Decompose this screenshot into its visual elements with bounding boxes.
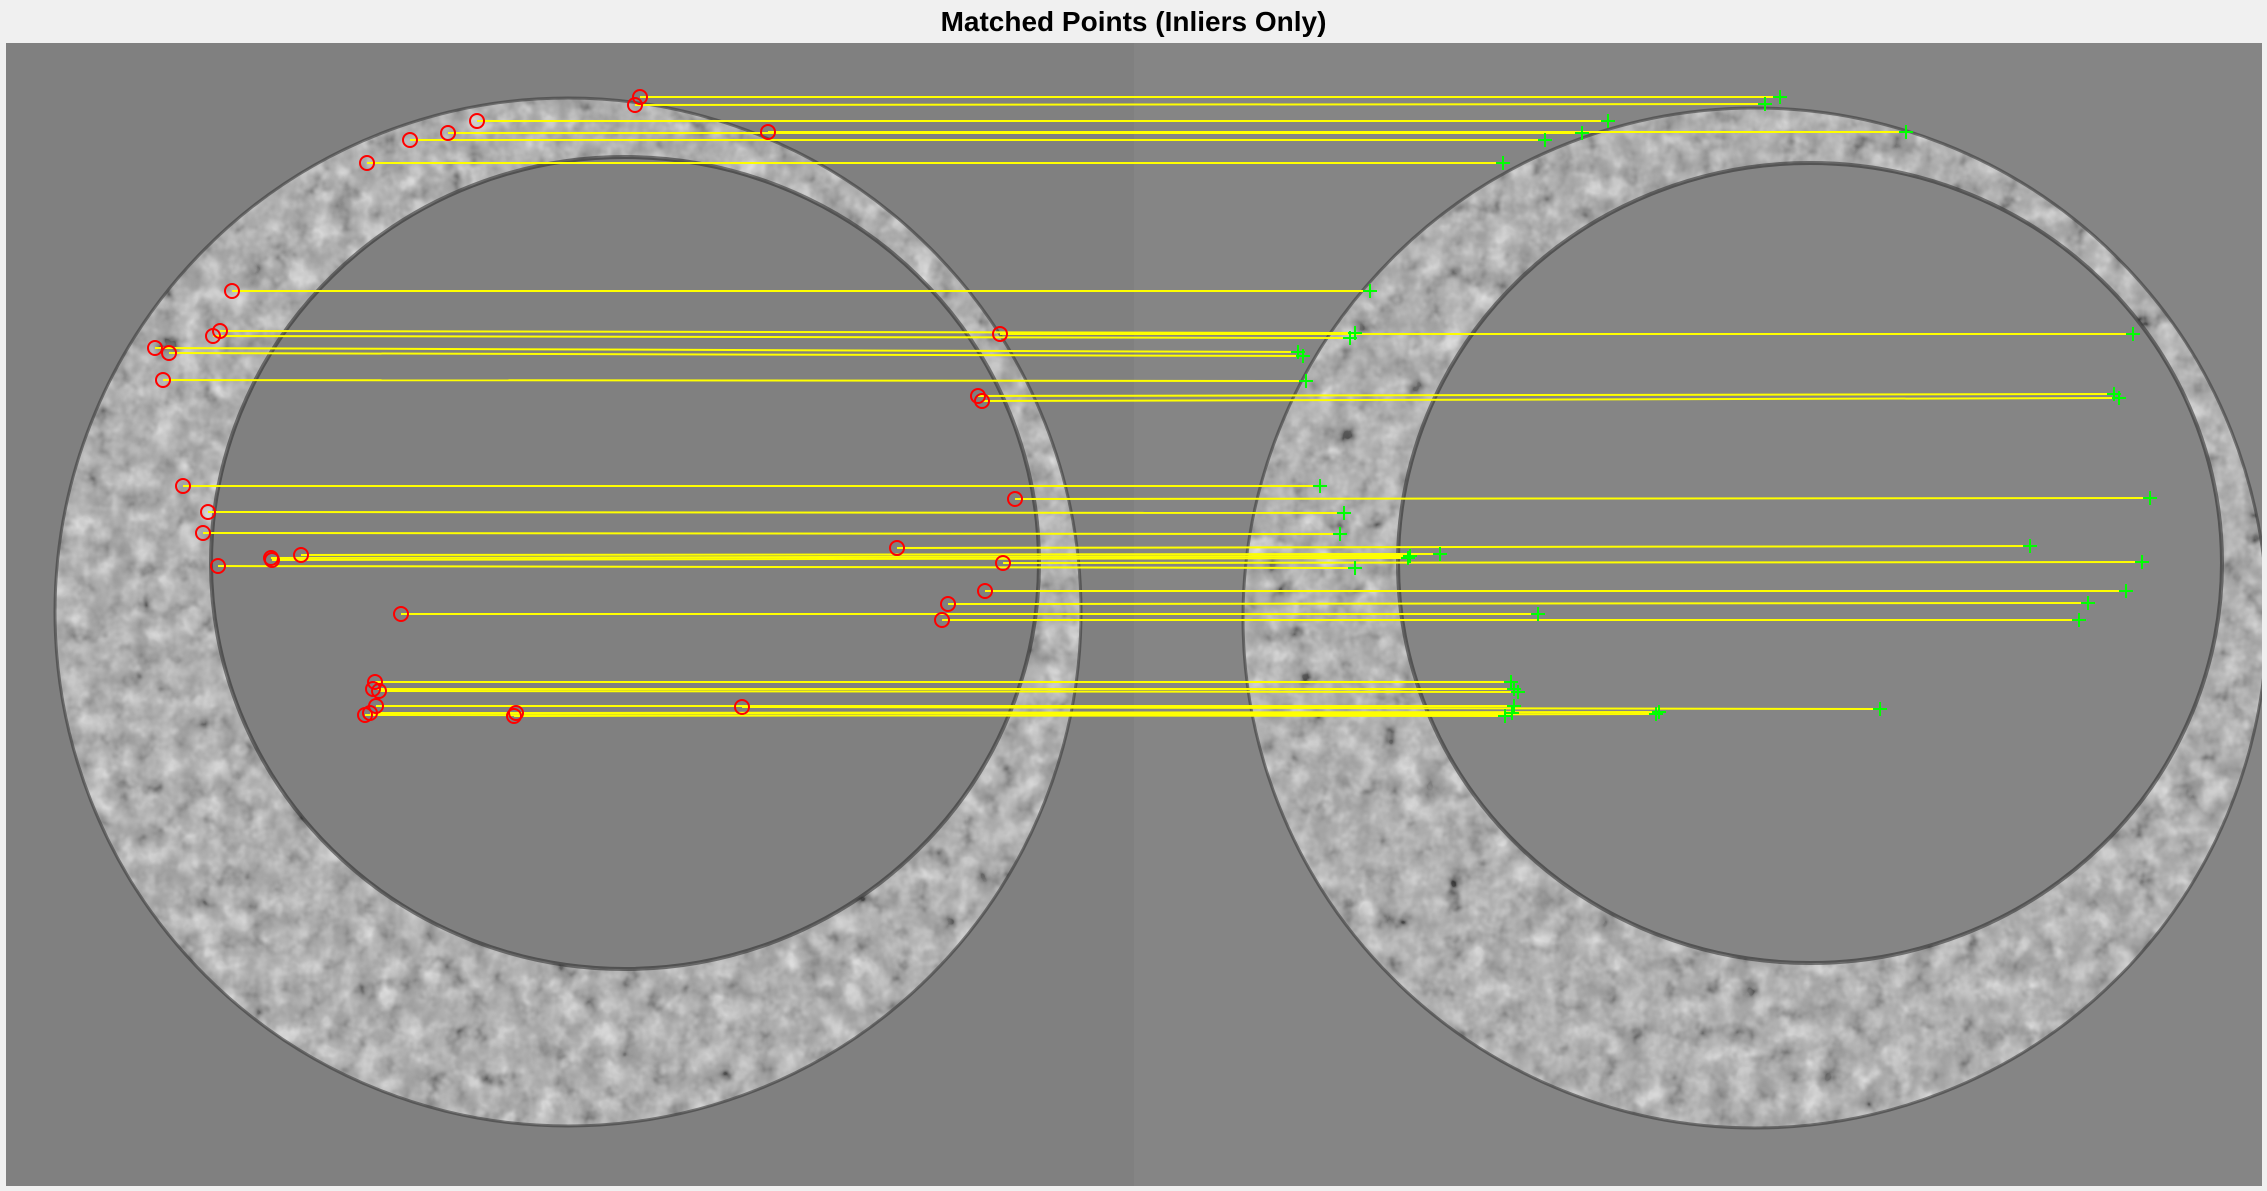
green-plus-marker [1296,349,1310,363]
match-line [212,335,1351,339]
red-circle-marker [1007,491,1023,507]
green-plus-marker [1899,125,1913,139]
green-plus-marker [1873,702,1887,716]
red-circle-marker [995,555,1011,571]
red-circle-marker [161,345,177,361]
green-plus-marker [1363,284,1377,298]
right-ring-outer-edge [1241,106,2262,1130]
match-line [219,330,1356,334]
match-line [300,553,1441,556]
match-line [896,545,2031,549]
green-plus-marker [2023,539,2037,553]
red-circle-marker [508,705,524,721]
green-plus-marker [2135,555,2149,569]
match-line [378,690,1519,693]
red-circle-marker [293,547,309,563]
red-circle-marker [992,326,1008,342]
green-plus-marker [2112,391,2126,405]
red-circle-marker [367,674,383,690]
red-circle-marker [210,558,226,574]
red-circle-marker [200,504,216,520]
green-plus-marker [1299,374,1313,388]
green-plus-marker [1652,705,1666,719]
match-line [634,103,1766,106]
green-plus-marker [1773,90,1787,104]
red-circle-marker [760,124,776,140]
match-line [217,565,1356,569]
match-lines [154,96,2151,717]
red-circle-marker [734,699,750,715]
red-circle-marker [264,552,280,568]
red-circle-marker [970,388,986,404]
green-plus-marker [1538,133,1552,147]
green-plus-marker [2072,613,2086,627]
red-circle-marker [393,606,409,622]
left-ring-outer-edge [53,96,1083,1128]
red-circle-marker [155,372,171,388]
green-plus-marker [2143,491,2157,505]
green-plus-marker [1531,607,1545,621]
green-plus-marker [1348,561,1362,575]
green-plus-marker [1496,156,1510,170]
green-plus-marker [1511,685,1525,699]
match-line [162,379,1307,382]
match-line [1014,497,2151,500]
green-plus-marker [1433,547,1447,561]
green-plus-marker [1758,97,1772,111]
match-line [364,714,1506,717]
red-circle-marker [362,705,378,721]
image-axes [6,43,2262,1186]
red-circle-marker [940,596,956,612]
match-line [977,393,2115,397]
green-plus-marker [1343,331,1357,345]
red-circle-marker [469,113,485,129]
red-circle-marker [224,283,240,299]
match-line [270,555,1411,559]
red-circle-marker [889,540,905,556]
green-plus-marker [2119,584,2133,598]
red-circle-marker [934,612,950,628]
green-plus-marker [1498,709,1512,723]
red-circle-marker [175,478,191,494]
red-circle-marker [977,583,993,599]
match-line [947,602,2089,605]
green-plus-marker [1505,706,1519,720]
green-plus-marker [1601,114,1615,128]
red-circle-marker [147,340,163,356]
red-circle-marker [195,525,211,541]
green-plus-marker [1649,707,1663,721]
red-circle-marker [440,125,456,141]
red-circle-marker [371,683,387,699]
green-plus-marker [1337,506,1351,520]
match-line [981,397,2120,402]
red-circle-marker [506,708,522,724]
match-line [1002,561,2143,564]
red-circle-marker [974,393,990,409]
green-plus-marker [2081,596,2095,610]
green-plus-marker [1401,551,1415,565]
red-circle-marker [205,328,221,344]
match-line [202,532,1341,535]
red-circle-marker [632,89,648,105]
green-plus-marker [2126,327,2140,341]
green-plus-marker [1333,527,1347,541]
red-circle-marker [627,97,643,113]
green-plus-marker [1403,549,1417,563]
green-plus-marker [1507,699,1521,713]
green-plus-marker [1504,675,1518,689]
match-line [207,511,1345,514]
match-line [741,706,1881,710]
match-line [271,557,1409,561]
match-line [168,352,1304,357]
green-plus-marker [1575,126,1589,140]
red-circle-marker [402,132,418,148]
match-line [154,347,1299,353]
red-circle-marker [359,155,375,171]
figure-title: Matched Points (Inliers Only) [940,6,1327,37]
green-plus-marker [1313,479,1327,493]
left-image-markers [147,89,1023,724]
right-image-markers [1291,90,2157,723]
matched-points-image [6,43,2262,1186]
